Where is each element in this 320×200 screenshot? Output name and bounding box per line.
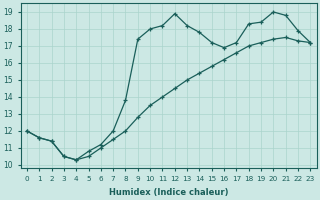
X-axis label: Humidex (Indice chaleur): Humidex (Indice chaleur) [109, 188, 228, 197]
